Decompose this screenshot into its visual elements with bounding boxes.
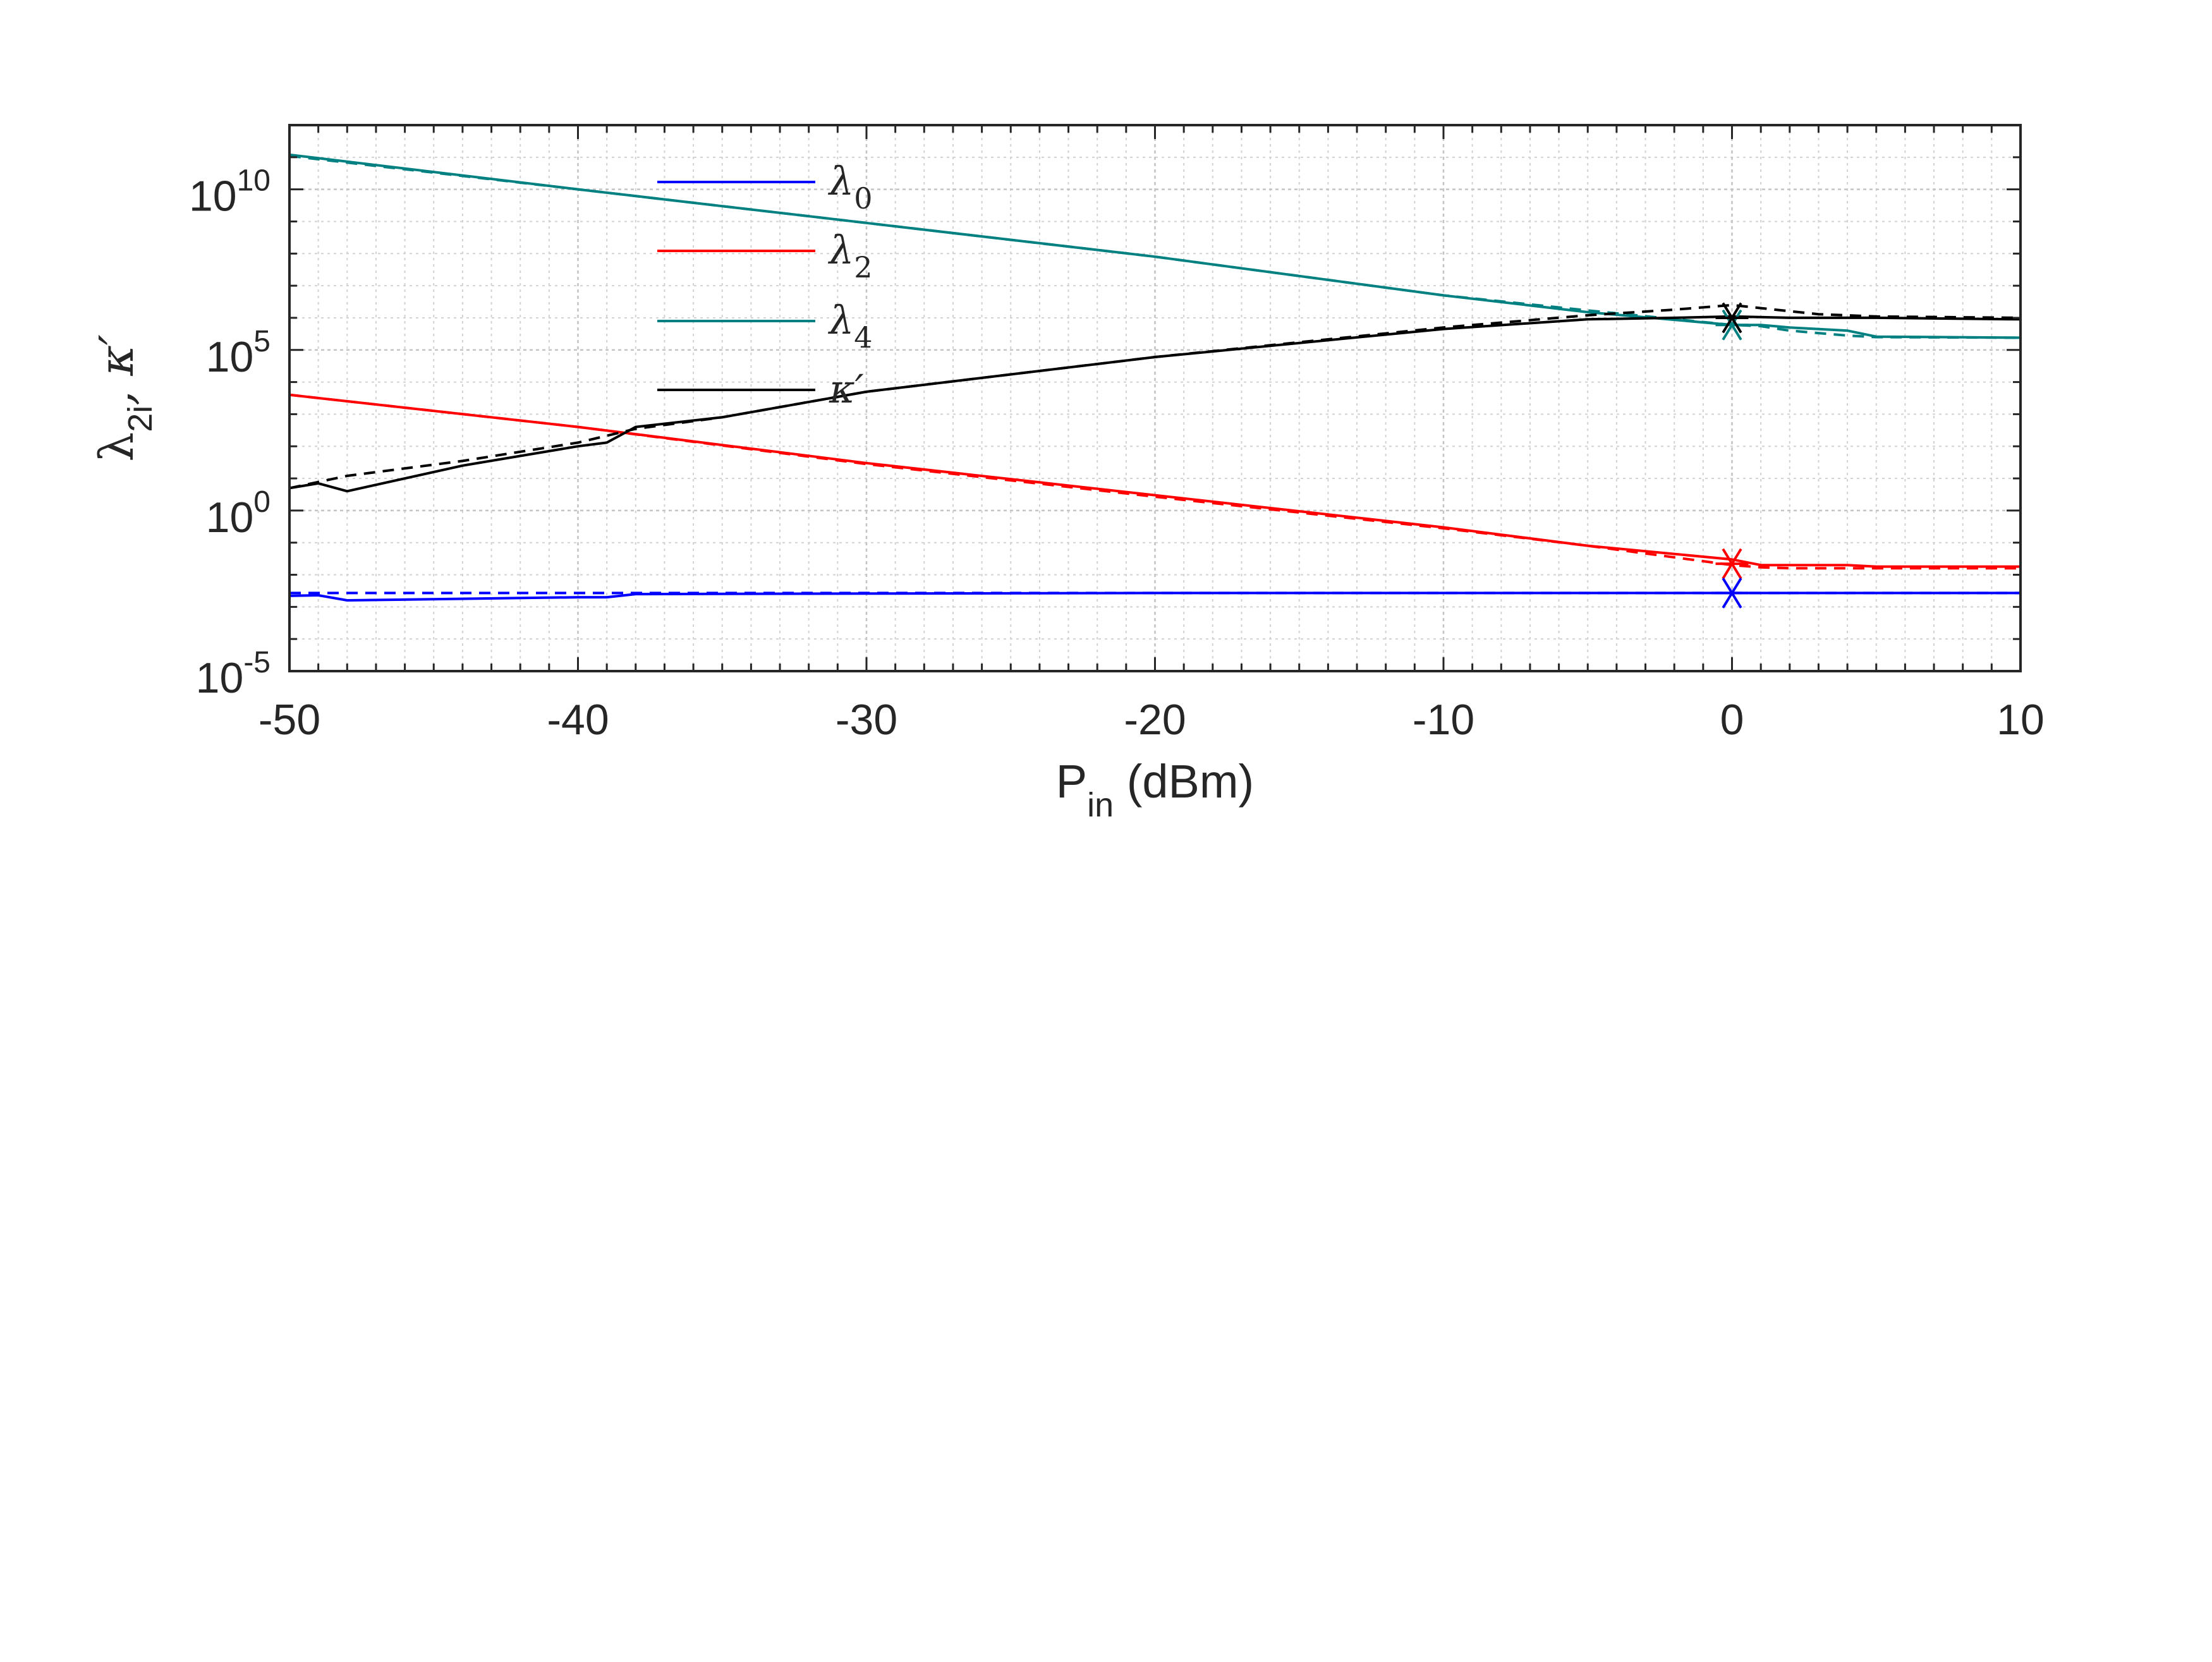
legend-label-2: λ2: [827, 227, 873, 284]
series-line-4-dashed: [289, 393, 2021, 570]
asterisk-marker-3: [1715, 548, 1749, 579]
asterisk-marker-2: [1715, 302, 1749, 334]
asterisk-marker-4: [1715, 577, 1749, 609]
legend-label-3: λ4: [827, 297, 873, 355]
legend-label-4: κ′: [829, 366, 864, 412]
x-tick-label: -10: [1413, 696, 1474, 744]
legend: λ0 λ2 λ4 κ′: [657, 158, 873, 412]
y-tick-label: 1010: [189, 164, 270, 221]
y-axis-title: λ2i, κ′: [90, 334, 159, 462]
legend-label-1: λ0: [827, 158, 873, 215]
x-axis-title: Pin (dBm): [1056, 755, 1254, 824]
x-tick-label: 10: [1996, 696, 2045, 744]
grid: [288, 124, 2022, 672]
y-tick-label: 100: [206, 485, 270, 542]
y-tick-label: 10-5: [196, 646, 270, 702]
x-tick-label: -20: [1124, 696, 1186, 744]
x-tick-label: 0: [1720, 696, 1744, 744]
series-line-2-dashed: [289, 154, 2021, 339]
y-tick-label: 105: [206, 325, 270, 381]
series-line-5-solid: [289, 315, 2021, 493]
series-group: [289, 153, 2021, 602]
marker-group: [1715, 302, 1749, 609]
x-tick-label: -30: [836, 696, 897, 744]
series-line-6-dashed: [289, 303, 2021, 490]
x-tick-label: -50: [258, 696, 320, 744]
asterisk-marker-1: [1715, 309, 1749, 341]
axis-titles: Pin (dBm) λ2i, κ′: [90, 334, 1254, 824]
x-tick-label: -40: [547, 696, 609, 744]
